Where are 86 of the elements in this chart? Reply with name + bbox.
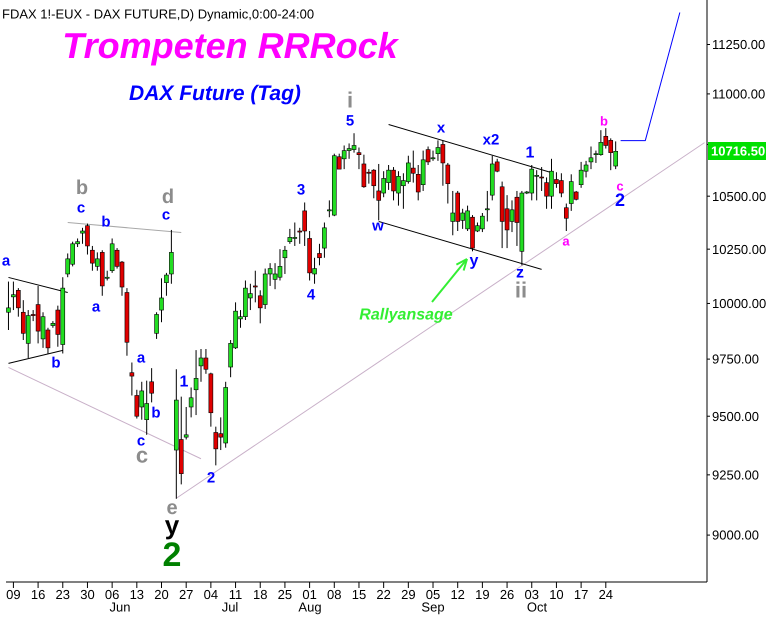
candlestick	[169, 229, 174, 284]
candlestick	[149, 368, 154, 403]
x-tick-label: 25	[278, 587, 292, 602]
candlestick	[485, 190, 490, 222]
annotation: x2	[482, 132, 500, 148]
candlestick	[6, 281, 11, 330]
annotation: 1	[526, 144, 535, 162]
annotation: 1	[180, 374, 189, 390]
candlestick	[322, 222, 327, 258]
annotation: 4	[306, 286, 316, 304]
annotation: x	[436, 120, 446, 136]
candlestick	[282, 245, 288, 274]
x-tick-label: 10	[549, 587, 564, 602]
annotation: b	[101, 214, 111, 230]
x-tick-label: 19	[475, 587, 490, 602]
y-tick-label: 10250.00	[712, 242, 766, 257]
candlestick	[356, 147, 362, 170]
x-tick-label: 24	[598, 587, 614, 602]
x-tick-label: 16	[30, 587, 46, 602]
candlestick	[564, 203, 569, 232]
annotation: a	[92, 298, 101, 316]
annotation: y	[470, 252, 479, 270]
x-tick-label: 29	[401, 587, 416, 602]
x-tick-label: 09	[6, 587, 21, 602]
candlestick	[154, 312, 159, 340]
x-tick-label: 23	[56, 587, 70, 602]
annotation: 5	[346, 112, 354, 130]
candlestick	[164, 272, 169, 296]
annotation: b	[600, 114, 608, 128]
annotation: d	[162, 186, 174, 208]
x-tick-label: 22	[376, 587, 391, 602]
annotation: c	[76, 200, 86, 216]
annotation: a	[2, 252, 11, 270]
x-tick-label: 05	[426, 587, 440, 602]
y-tick-label: 9500.00	[712, 408, 759, 424]
annotation: b	[151, 404, 161, 422]
text: 10716.50	[711, 144, 766, 158]
candlestick	[194, 350, 198, 416]
x-tick-label: 27	[178, 587, 194, 602]
x-tick-label: 26	[500, 587, 514, 602]
y-tick-label: 11250.00	[712, 37, 766, 52]
annotation: c	[162, 206, 170, 224]
candlestick	[446, 162, 450, 204]
x-tick-label: 20	[154, 587, 169, 602]
text: Jul	[222, 600, 238, 614]
y-tick-label: 9750.00	[712, 352, 759, 367]
text: Jun	[110, 600, 130, 614]
candlestick	[130, 362, 134, 396]
annotation: b	[51, 354, 61, 372]
annotation: w	[371, 218, 384, 234]
annotation: Rallyansage	[359, 306, 453, 324]
annotation: a	[136, 350, 146, 366]
x-tick-label: 01	[302, 587, 317, 602]
y-tick-label: 10000.00	[712, 296, 766, 312]
x-tick-label: 12	[450, 587, 465, 602]
candlestick	[188, 386, 194, 418]
annotation: FDAX 1!-EUX - DAX FUTURE,D) Dynamic,0:00-24:00	[2, 6, 314, 22]
x-tick-label: 13	[130, 587, 144, 602]
candlestick	[159, 278, 164, 323]
text: Trompeten RRRock	[62, 25, 400, 66]
x-tick-label: 04	[204, 587, 218, 602]
x-tick-label: 11	[228, 587, 242, 602]
x-tick-label: 30	[80, 587, 95, 602]
candlestick	[253, 270, 258, 303]
annotation: a	[562, 234, 570, 248]
candlestick	[317, 243, 322, 266]
x-tick-label: 15	[352, 587, 366, 602]
annotation: 3	[296, 182, 306, 198]
x-tick-label: 18	[253, 587, 268, 602]
candlestick	[588, 146, 594, 170]
text: Sep	[421, 600, 445, 614]
candlestick	[184, 406, 188, 440]
annotation: 2	[206, 470, 216, 486]
x-tick-label: 08	[327, 587, 342, 602]
text: Oct	[526, 600, 548, 614]
y-tick-label: 11000.00	[712, 86, 766, 102]
annotation: b	[76, 177, 88, 199]
annotation: i	[346, 88, 354, 112]
x-tick-label: 03	[524, 587, 539, 602]
x-tick-label: 06	[104, 587, 120, 602]
y-tick-label: 9000.00	[712, 528, 759, 543]
text: Aug	[298, 600, 322, 614]
y-tick-label: 9250.00	[712, 467, 759, 482]
y-tick-label: 10500.00	[712, 188, 766, 204]
text: DAX Future (Tag)	[129, 82, 301, 105]
x-tick-label: 17	[574, 587, 588, 602]
